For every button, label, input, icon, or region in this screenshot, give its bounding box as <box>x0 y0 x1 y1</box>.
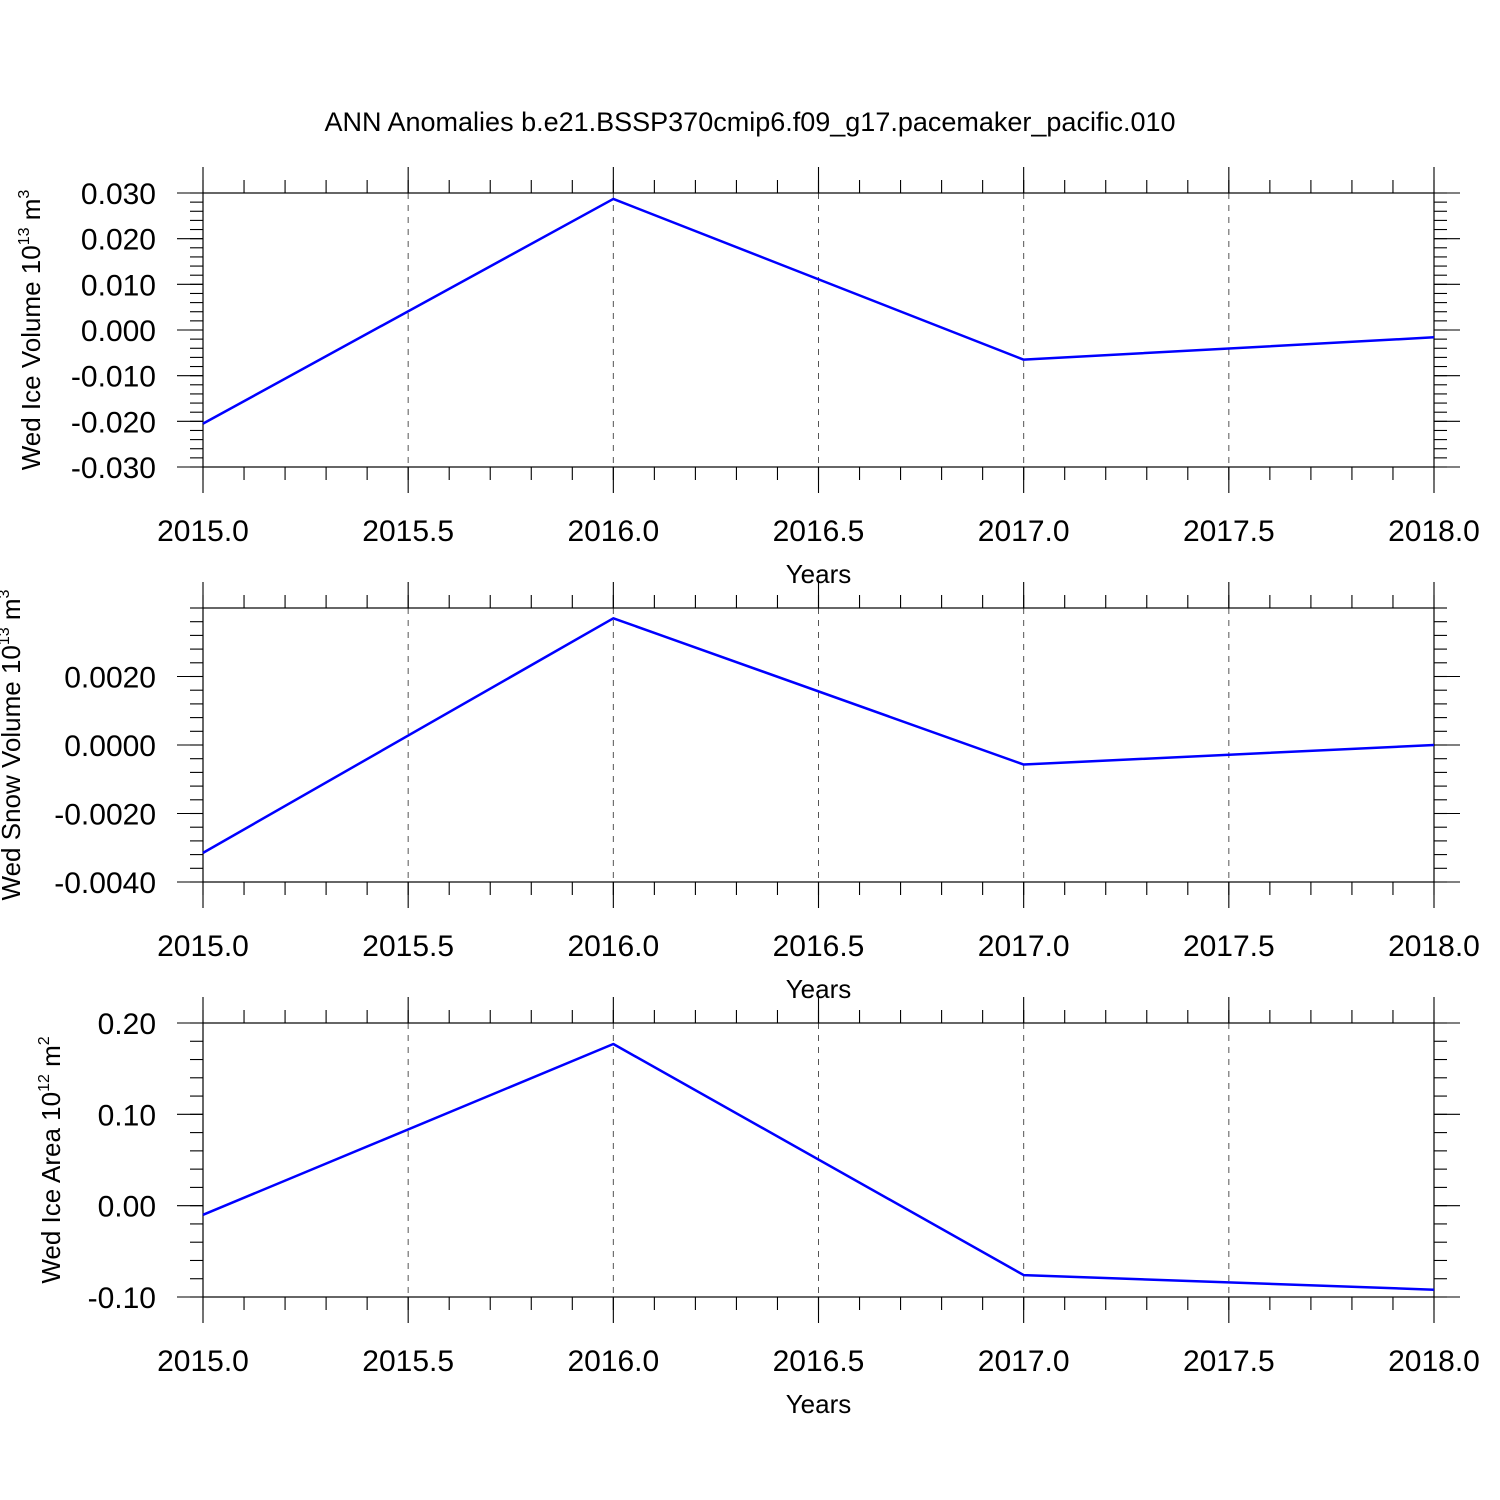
x-tick-label: 2017.0 <box>978 930 1070 963</box>
y-tick-label: -0.0020 <box>54 799 156 832</box>
y-tick-label: -0.030 <box>71 452 156 485</box>
series-line <box>202 617 1435 854</box>
x-tick-label: 2018.0 <box>1388 930 1480 963</box>
x-tick-label: 2017.0 <box>978 1345 1070 1378</box>
x-tick-label: 2017.0 <box>978 515 1070 548</box>
x-tick-label: 2016.0 <box>567 1345 659 1378</box>
y-axis-label: Wed Ice Volume 1013 m3 <box>16 190 46 471</box>
x-tick-label: 2016.5 <box>773 1345 865 1378</box>
x-tick-label: 2018.0 <box>1388 515 1480 548</box>
y-tick-label: -0.0040 <box>54 867 156 900</box>
y-tick-label: 0.010 <box>81 269 156 302</box>
x-tick-label: 2018.0 <box>1388 1345 1480 1378</box>
x-axis-label: Years <box>786 1389 852 1419</box>
y-tick-label: 0.020 <box>81 224 156 257</box>
x-tick-label: 2017.5 <box>1183 515 1275 548</box>
x-tick-label: 2015.0 <box>157 515 249 548</box>
series-line <box>202 197 1435 425</box>
x-tick-label: 2015.0 <box>157 930 249 963</box>
y-tick-label: 0.000 <box>81 315 156 348</box>
x-tick-label: 2016.0 <box>567 930 659 963</box>
y-axis-label: Wed Snow Volume 1013 m3 <box>0 589 26 900</box>
y-tick-label: 0.0020 <box>64 662 156 695</box>
x-tick-label: 2016.5 <box>773 930 865 963</box>
y-axis-label: Wed Ice Area 1012 m2 <box>36 1036 66 1283</box>
ice-volume-panel: 0.0300.0200.0100.000-0.010-0.020-0.03020… <box>16 167 1480 589</box>
x-tick-label: 2017.5 <box>1183 930 1275 963</box>
y-tick-label: 0.0000 <box>64 730 156 763</box>
y-tick-label: 0.20 <box>98 1008 156 1041</box>
x-tick-label: 2015.5 <box>362 1345 454 1378</box>
y-tick-label: -0.020 <box>71 406 156 439</box>
y-tick-label: -0.10 <box>88 1282 156 1315</box>
y-tick-label: 0.030 <box>81 178 156 211</box>
x-tick-label: 2017.5 <box>1183 1345 1275 1378</box>
x-tick-label: 2016.5 <box>773 515 865 548</box>
y-tick-label: 0.10 <box>98 1099 156 1132</box>
x-tick-label: 2015.5 <box>362 930 454 963</box>
y-tick-label: 0.00 <box>98 1191 156 1224</box>
x-tick-label: 2016.0 <box>567 515 659 548</box>
x-tick-label: 2015.0 <box>157 1345 249 1378</box>
series-line <box>202 1042 1435 1291</box>
x-tick-label: 2015.5 <box>362 515 454 548</box>
chart-title: ANN Anomalies b.e21.BSSP370cmip6.f09_g17… <box>324 107 1175 137</box>
y-tick-label: -0.010 <box>71 361 156 394</box>
